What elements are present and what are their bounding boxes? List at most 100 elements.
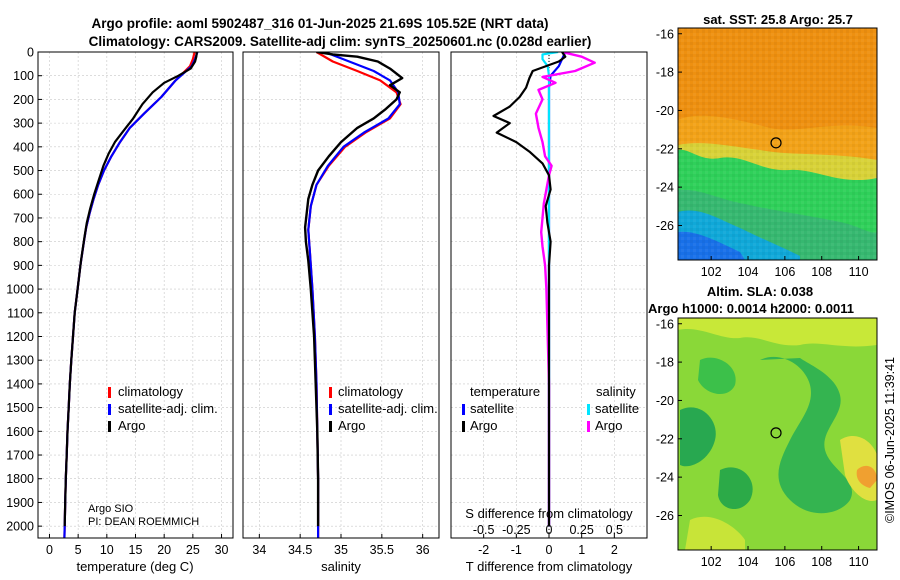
depth-tick-label-18: 1800 xyxy=(6,472,34,486)
s-difference-label: S difference from climatology xyxy=(465,506,633,521)
sla-axis-ticks: 102 104 106 108 110 -16 -18 -20 -22 -24 -26 xyxy=(656,317,869,569)
legend-label-s-satellite: satellite xyxy=(595,401,639,416)
map-x-label-4: 110 xyxy=(849,555,869,569)
depth-tick-label-17: 1700 xyxy=(6,449,34,463)
copyright-stamp: ©IMOS 06-Jun-2025 11:39:41 xyxy=(883,357,897,523)
depth-tick-label-20: 2000 xyxy=(6,520,34,534)
depth-tick-label-10: 1000 xyxy=(6,283,34,297)
salinity-series-satellite xyxy=(307,52,401,538)
title-line-1: Argo profile: aoml 5902487_316 01-Jun-20… xyxy=(92,16,549,31)
depth-tick-labels: 0 100 200 300 400 500 600 700 800 900 1000 1100 1200… xyxy=(6,46,42,534)
sla-map-title: Altim. SLA: 0.038 xyxy=(707,284,813,299)
legend-swatch-satellite xyxy=(108,404,111,415)
legend-label-climatology: climatology xyxy=(338,384,404,399)
sst-field xyxy=(678,28,877,260)
sst-map: sat. SST: 25.8 Argo: 25.7 102 104 106 108 11… xyxy=(656,12,878,279)
difference-lines xyxy=(492,52,596,527)
salinity-series-argo xyxy=(303,52,404,527)
s-tick-label-3: 0.25 xyxy=(569,523,593,537)
x-tick-label-1: 5 xyxy=(75,543,82,557)
legend-swatch-satellite xyxy=(329,404,332,415)
temperature-x-ticks: 0 5 10 15 20 25 30 xyxy=(46,534,229,557)
legend-title-temperature: temperature xyxy=(470,384,540,399)
difference-panel: -2 -1 0 1 2 T difference from climatology S … xyxy=(450,51,648,574)
map-y-label-1: -18 xyxy=(656,66,674,80)
salinity-x-ticks: 34 34.5 35 35.5 36 xyxy=(252,534,430,557)
depth-tick-label-13: 1300 xyxy=(6,354,34,368)
map-y-label-4: -24 xyxy=(656,471,674,485)
difference-legend: temperature satellite Argo salinity sate… xyxy=(462,384,639,433)
legend-title-salinity: salinity xyxy=(596,384,636,399)
legend-swatch-climatology xyxy=(108,387,111,398)
temperature-xlabel: temperature (deg C) xyxy=(76,559,193,574)
map-y-label-4: -24 xyxy=(656,181,674,195)
sla-orange-spot xyxy=(856,465,877,488)
legend-swatch-climatology xyxy=(329,387,332,398)
sla-green-blob-1 xyxy=(698,357,736,395)
map-y-label-5: -26 xyxy=(656,219,674,233)
depth-tick-label-11: 1100 xyxy=(7,306,34,320)
legend-swatch-s-argo xyxy=(587,421,590,432)
depth-tick-label-14: 1400 xyxy=(6,377,34,391)
sla-yellow-top xyxy=(678,318,877,347)
legend-swatch-argo xyxy=(108,421,111,432)
legend-swatch-argo xyxy=(329,421,332,432)
legend-label-satellite: satellite-adj. clim. xyxy=(118,401,218,416)
legend-swatch-s-satellite xyxy=(587,404,590,415)
x-tick-label-4: 36 xyxy=(416,543,430,557)
s-tick-label-1: -0.25 xyxy=(502,523,531,537)
depth-tick-label-12: 1200 xyxy=(6,330,34,344)
legend-label-s-argo: Argo xyxy=(595,418,622,433)
s-difference-ticks: -0.5 -0.25 0 0.25 0.5 xyxy=(473,523,623,537)
s-tick-label-2: 0 xyxy=(546,523,553,537)
map-x-label-1: 104 xyxy=(738,555,759,569)
depth-tick-label-0: 0 xyxy=(27,46,34,60)
difference-series-t-argo xyxy=(492,52,567,527)
depth-tick-label-2: 200 xyxy=(13,93,34,107)
credit-pi: PI: DEAN ROEMMICH xyxy=(88,516,199,528)
x-tick-label-2: 0 xyxy=(546,543,553,557)
x-tick-label-4: 20 xyxy=(157,543,171,557)
sla-green-blob-4 xyxy=(718,467,753,510)
legend-label-argo: Argo xyxy=(118,418,145,433)
depth-tick-label-8: 800 xyxy=(13,235,34,249)
legend-label-climatology: climatology xyxy=(118,384,184,399)
salinity-panel: 34 34.5 35 35.5 36 salinity climatology sate… xyxy=(242,51,440,574)
depth-tick-label-4: 400 xyxy=(13,140,34,154)
depth-tick-label-19: 1900 xyxy=(6,496,34,510)
sst-axis-ticks: 102 104 106 108 110 -16 -18 -20 -22 -24 -26 xyxy=(656,27,869,279)
difference-x-ticks: -2 -1 0 1 2 xyxy=(478,534,618,557)
x-tick-label-2: 35 xyxy=(334,543,348,557)
salinity-lines xyxy=(303,52,404,538)
temperature-lines xyxy=(63,52,199,538)
depth-tick-label-15: 1500 xyxy=(6,401,34,415)
temperature-series-satellite xyxy=(63,52,199,538)
x-tick-label-2: 10 xyxy=(100,543,114,557)
map-x-label-1: 104 xyxy=(738,265,759,279)
temperature-panel: 0100200300400500600700800900100011001200… xyxy=(6,46,234,574)
sla-field xyxy=(678,318,877,550)
map-y-label-5: -26 xyxy=(656,509,674,523)
map-x-label-0: 102 xyxy=(701,555,722,569)
x-tick-label-1: 34.5 xyxy=(288,543,312,557)
depth-tick-label-16: 1600 xyxy=(6,425,34,439)
legend-label-satellite: satellite-adj. clim. xyxy=(338,401,438,416)
sst-frame xyxy=(677,27,878,261)
salinity-series-climatology xyxy=(307,52,402,538)
x-tick-label-0: 0 xyxy=(46,543,53,557)
depth-tick-label-5: 500 xyxy=(13,164,34,178)
map-y-label-0: -16 xyxy=(656,317,674,331)
salinity-grid xyxy=(243,51,439,538)
map-x-label-2: 106 xyxy=(774,265,795,279)
sla-yellow-bottom xyxy=(685,516,745,550)
x-tick-label-3: 15 xyxy=(129,543,143,557)
legend-swatch-t-argo xyxy=(462,421,465,432)
map-x-label-3: 108 xyxy=(811,555,832,569)
legend-label-argo: Argo xyxy=(338,418,365,433)
sla-frame xyxy=(677,317,878,551)
s-tick-label-0: -0.5 xyxy=(473,523,495,537)
x-tick-label-6: 30 xyxy=(215,543,229,557)
map-x-label-2: 106 xyxy=(774,555,795,569)
map-y-label-2: -20 xyxy=(656,394,674,408)
